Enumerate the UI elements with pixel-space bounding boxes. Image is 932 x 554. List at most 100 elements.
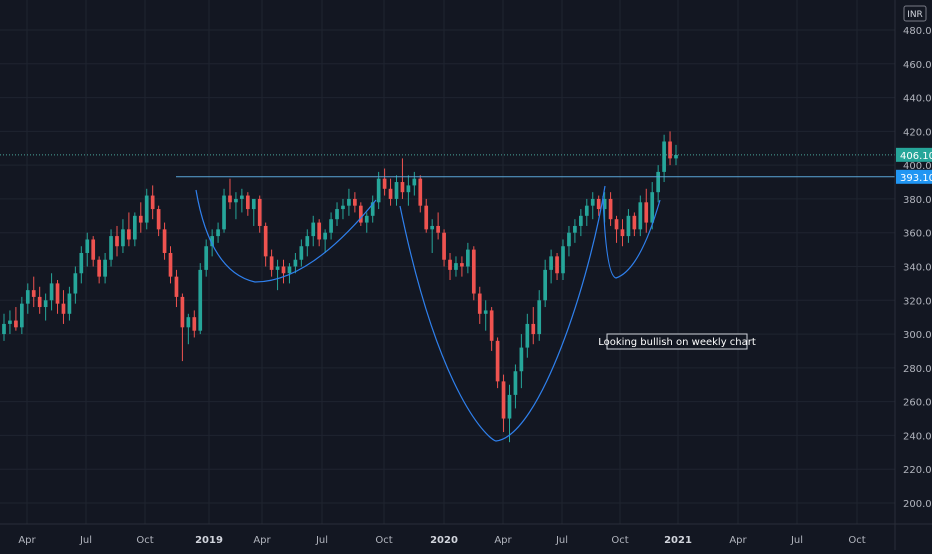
candle-body (73, 273, 78, 294)
candle-body (341, 205, 345, 210)
candle-body (436, 225, 440, 233)
candle-body (668, 141, 672, 159)
price-tick-label: 240.00 (903, 431, 932, 442)
candle-body (656, 171, 661, 193)
candle-body (442, 232, 446, 260)
candle-body (424, 205, 429, 230)
price-tick-label: 380.00 (903, 195, 932, 206)
price-tick-label: 440.00 (903, 94, 932, 105)
candle-body (329, 219, 333, 233)
candle-body (293, 259, 298, 267)
candle-body (55, 283, 60, 304)
candle-body (186, 317, 191, 328)
candle-body (537, 300, 542, 335)
time-tick-label: Oct (136, 535, 153, 546)
candle-body (97, 259, 101, 277)
price-tick-label: 360.00 (903, 229, 932, 240)
candle-body (477, 293, 482, 314)
handle-curve (602, 195, 661, 279)
time-tick-label: Jul (79, 535, 92, 546)
candle-body (358, 205, 363, 223)
candle-body (85, 239, 90, 253)
time-tick-label: Apr (729, 535, 747, 546)
price-tick-label: 300.00 (903, 330, 932, 341)
time-tick-label: 2020 (430, 535, 458, 546)
candle-body (210, 236, 214, 247)
candle-body (174, 276, 179, 297)
candle-body (67, 293, 72, 314)
time-axis[interactable]: Apr Jul Oct 2019 Apr Jul Oct 2020 Apr Jul Oct 2021 A… (0, 523, 932, 546)
candle-body (323, 232, 327, 240)
candle-body (127, 229, 131, 240)
candle-body (305, 236, 310, 247)
price-axis[interactable]: 200.00 220.00 240.00 260.00 280.00 300.00 320.… (894, 0, 932, 550)
price-level-badge (896, 169, 932, 184)
annotation-box (606, 333, 748, 350)
candle-body (353, 198, 357, 206)
candle-body (251, 198, 256, 210)
candle-body (638, 202, 643, 230)
candle-body (674, 155, 678, 159)
candle-body (162, 229, 167, 253)
candle-body (317, 222, 322, 240)
candle-body (2, 323, 6, 335)
annotation[interactable]: Looking bullish on weekly chart (598, 333, 756, 350)
candle-body (49, 283, 54, 301)
candle-body (412, 178, 417, 186)
candle-body (382, 178, 387, 189)
candle-body (121, 229, 125, 247)
candle-body (150, 195, 155, 210)
time-tick-label: Jul (315, 535, 328, 546)
candle-body (198, 269, 203, 331)
candle-body (8, 320, 12, 324)
candle-body (388, 188, 393, 199)
candle-body (109, 236, 113, 260)
candle-body (573, 225, 577, 233)
time-tick-label: Jul (790, 535, 803, 546)
candle-body (555, 256, 559, 274)
candle-body (79, 252, 84, 274)
candle-body (448, 259, 452, 270)
candle-body (400, 182, 405, 193)
candle-body (103, 259, 107, 277)
price-level-label: 406.10 (900, 151, 932, 162)
time-tick-label: Oct (375, 535, 392, 546)
candle-body (156, 209, 161, 230)
cup-curve-main (399, 185, 606, 442)
candle-body (394, 182, 399, 199)
time-tick-label: Oct (848, 535, 865, 546)
candle-body (543, 269, 548, 301)
candle-body (602, 198, 607, 210)
price-level-badge (896, 147, 932, 162)
price-level-label: 393.10 (900, 173, 932, 184)
currency-badge[interactable]: INR (903, 5, 927, 22)
candle-body (561, 246, 565, 274)
currency-badge-box (903, 5, 927, 22)
price-tick-label: 420.00 (903, 127, 932, 138)
time-tick-label: Oct (611, 535, 628, 546)
time-tick-label: Apr (253, 535, 271, 546)
candle-body (483, 310, 488, 314)
candle-body (138, 215, 143, 223)
candle-body (501, 381, 506, 419)
candle-body (269, 256, 274, 270)
candle-body (495, 340, 500, 382)
candle-body (257, 198, 262, 226)
drawings (195, 185, 661, 442)
candle-body (299, 246, 304, 260)
candle-body (228, 195, 232, 203)
price-levels: 406.10 393.10 (0, 147, 932, 184)
candle-body (263, 225, 268, 257)
time-tick-label: Jul (555, 535, 568, 546)
candle-body (632, 215, 637, 230)
candle-body (240, 195, 244, 199)
candle-body (115, 236, 119, 247)
candle-body (584, 205, 589, 216)
candle-body (513, 371, 518, 395)
candle-body (590, 198, 595, 206)
candle-body (406, 185, 411, 193)
candle-body (14, 320, 18, 328)
